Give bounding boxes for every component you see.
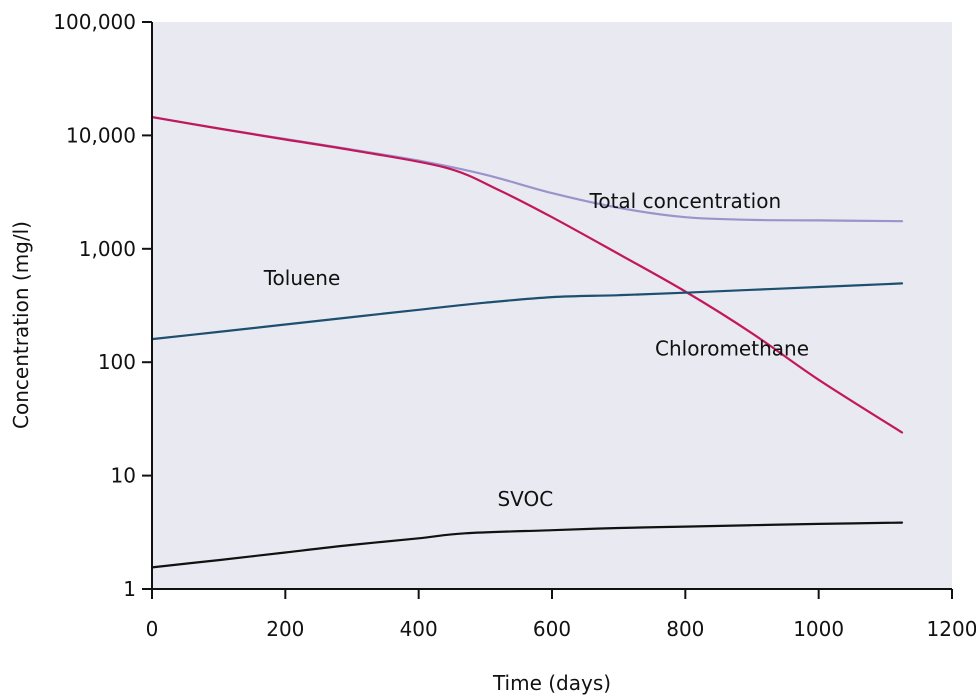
series-labels: Total concentration Toluene Chloromethane S… bbox=[263, 189, 809, 511]
x-tick-label: 600 bbox=[533, 617, 571, 641]
x-tick-label: 1000 bbox=[793, 617, 844, 641]
series-label-toluene: Toluene bbox=[263, 266, 341, 290]
x-tick-label: 0 bbox=[146, 617, 159, 641]
y-ticks: 1 10 100 1,000 10,000 100,000 bbox=[53, 10, 152, 601]
series-line-toluene bbox=[150, 282, 904, 341]
x-ticks: 0 200 400 600 800 1000 1200 bbox=[146, 589, 976, 641]
y-tick-label: 100,000 bbox=[53, 10, 136, 34]
x-tick-label: 800 bbox=[666, 617, 704, 641]
x-axis-title: Time (days) bbox=[492, 671, 611, 695]
y-tick-label: 1,000 bbox=[79, 237, 136, 261]
x-tick-label: 1200 bbox=[927, 617, 976, 641]
series-label-total-concentration: Total concentration bbox=[589, 189, 782, 213]
x-tick-label: 200 bbox=[266, 617, 304, 641]
y-tick-label: 10 bbox=[111, 464, 136, 488]
plot-area bbox=[152, 22, 952, 589]
series-group bbox=[150, 116, 904, 569]
y-axis-title: Concentration (mg/l) bbox=[9, 221, 33, 429]
x-tick-label: 400 bbox=[400, 617, 438, 641]
series-label-svoc: SVOC bbox=[497, 487, 553, 511]
y-tick-label: 100 bbox=[98, 350, 136, 374]
series-line-chloromethane bbox=[150, 116, 904, 434]
series-label-chloromethane: Chloromethane bbox=[655, 336, 809, 360]
series-line-svoc bbox=[150, 521, 904, 569]
y-tick-label: 1 bbox=[123, 577, 136, 601]
y-tick-label: 10,000 bbox=[66, 123, 136, 147]
